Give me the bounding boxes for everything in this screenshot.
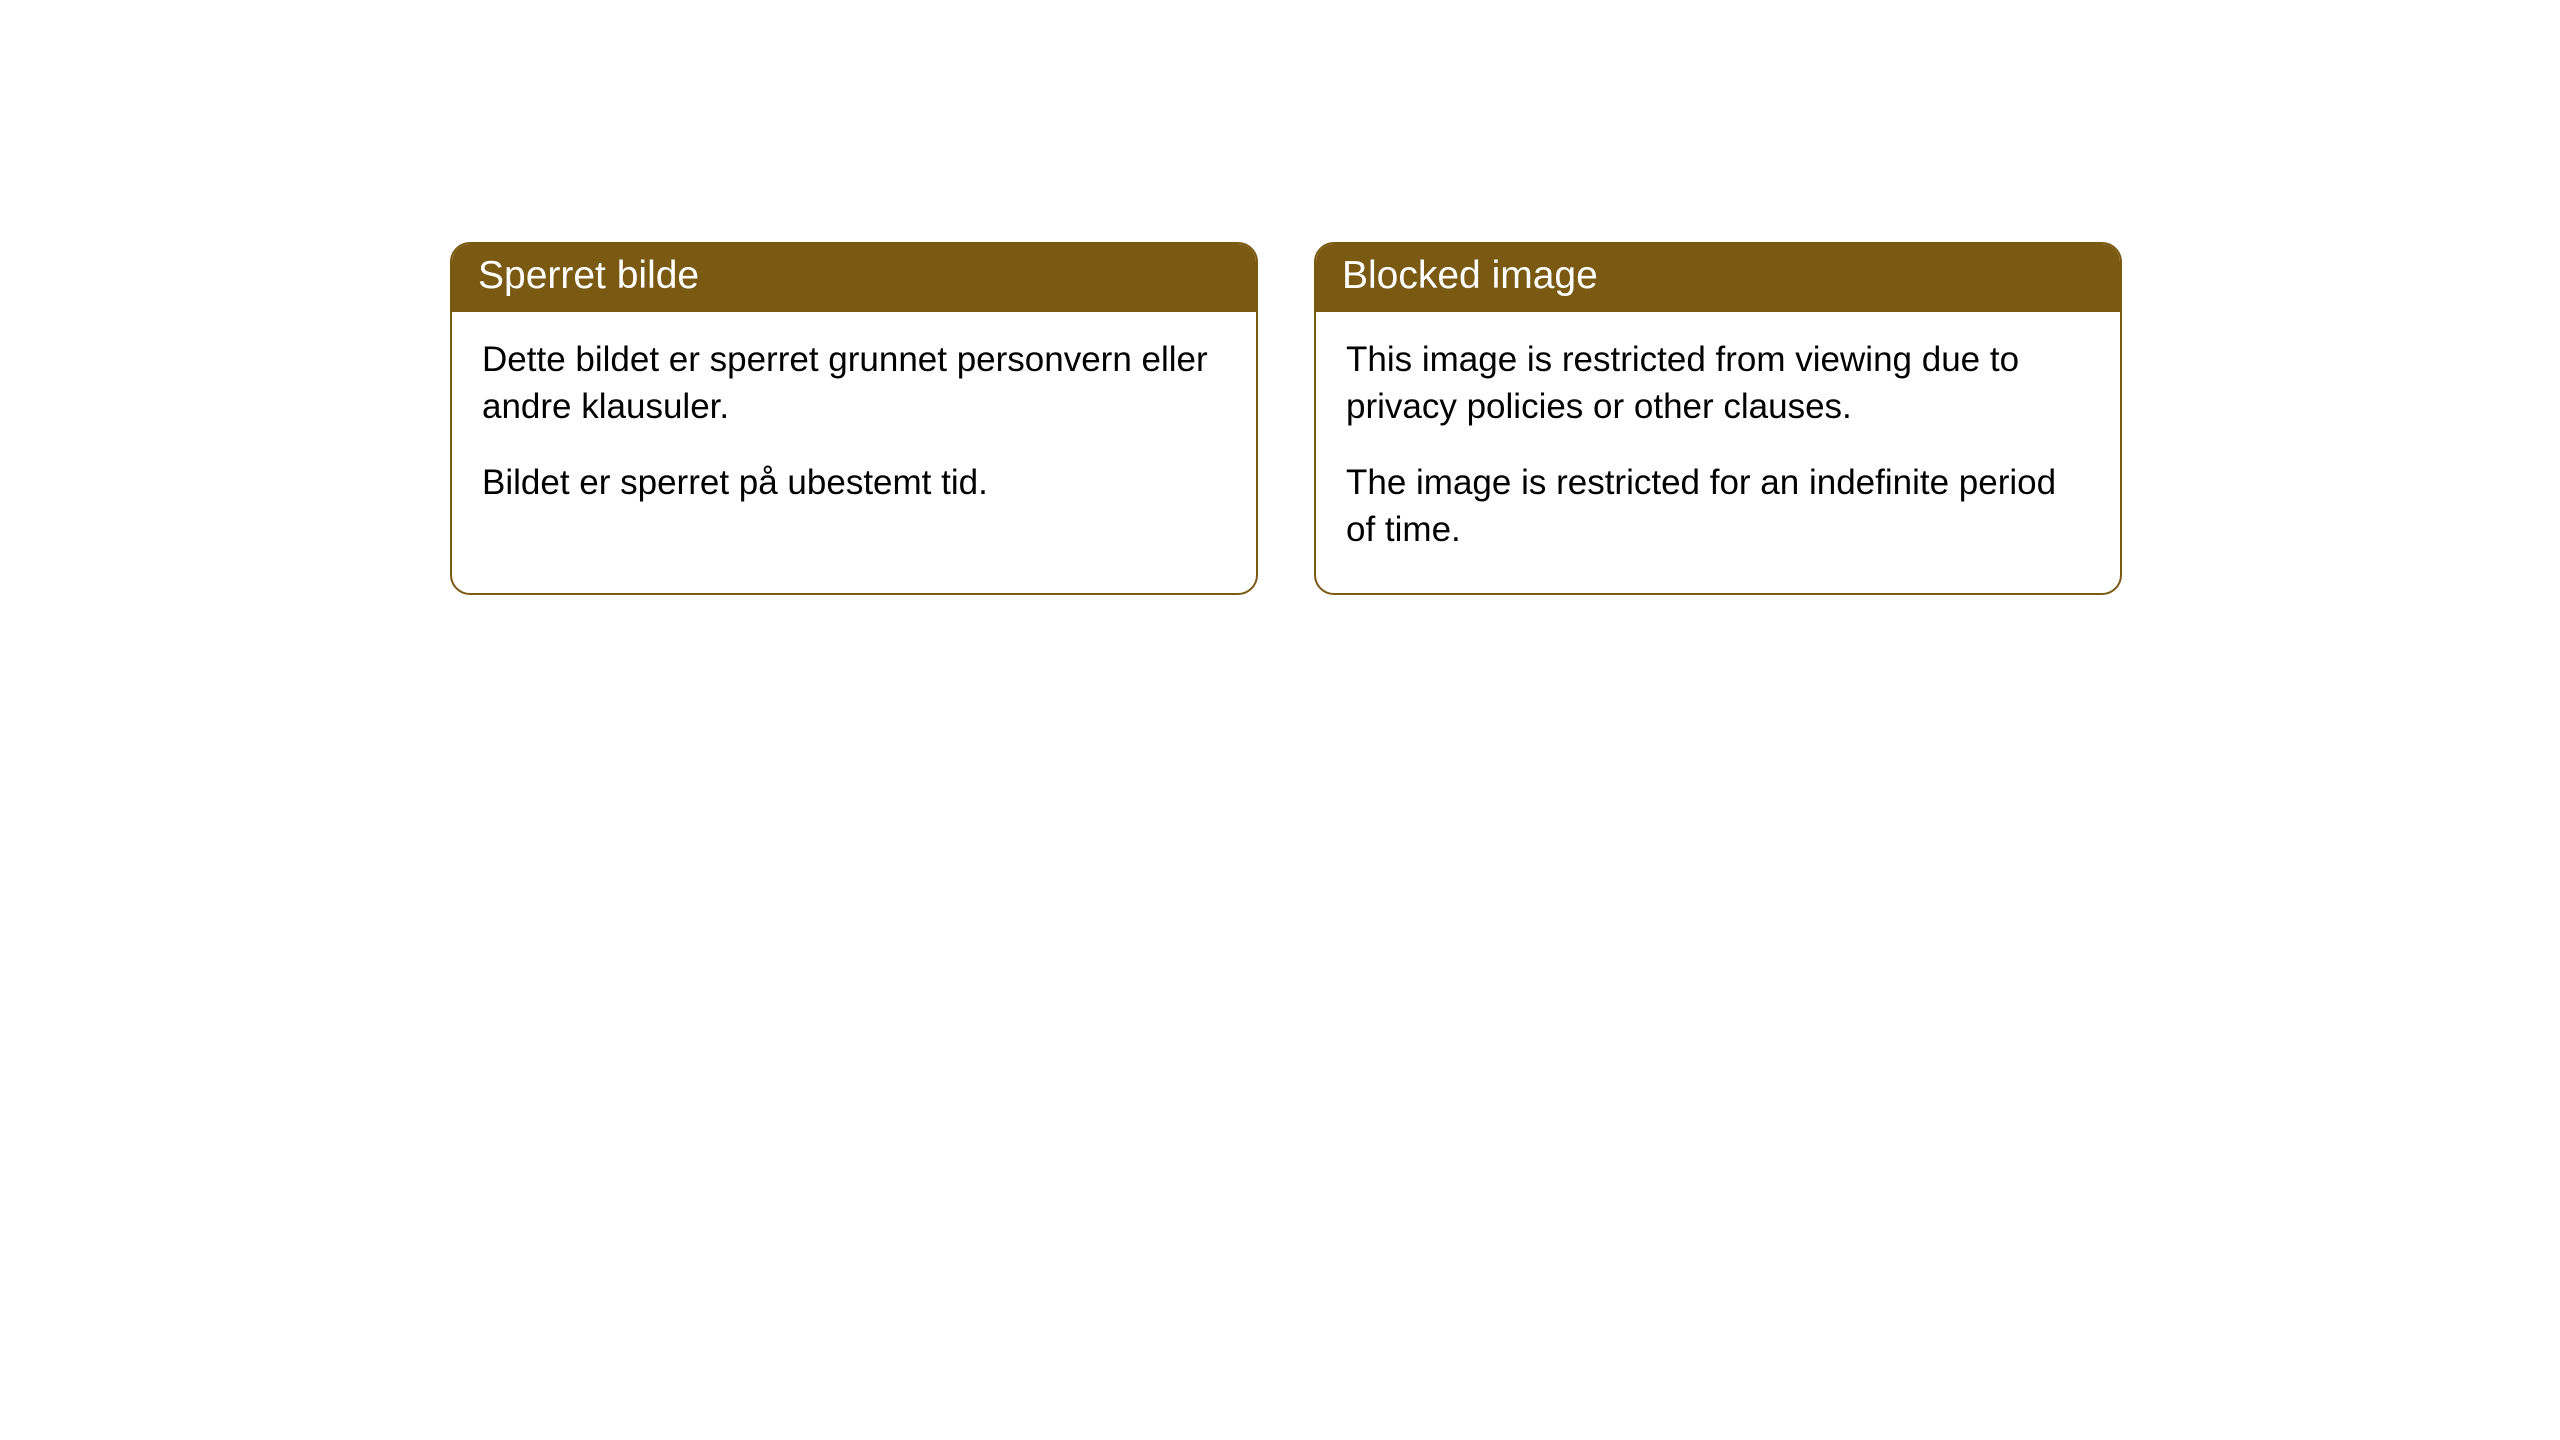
card-body: Dette bildet er sperret grunnet personve… <box>452 312 1256 546</box>
card-title: Sperret bilde <box>478 254 699 297</box>
card-body: This image is restricted from viewing du… <box>1316 312 2120 593</box>
card-paragraph: Dette bildet er sperret grunnet personve… <box>482 336 1226 431</box>
notice-card-english: Blocked image This image is restricted f… <box>1314 242 2122 595</box>
notice-cards-container: Sperret bilde Dette bildet er sperret gr… <box>450 242 2122 595</box>
card-paragraph: The image is restricted for an indefinit… <box>1346 459 2090 554</box>
card-header: Blocked image <box>1316 244 2120 312</box>
card-title: Blocked image <box>1342 254 1598 297</box>
card-paragraph: This image is restricted from viewing du… <box>1346 336 2090 431</box>
card-paragraph: Bildet er sperret på ubestemt tid. <box>482 459 1226 506</box>
card-header: Sperret bilde <box>452 244 1256 312</box>
notice-card-norwegian: Sperret bilde Dette bildet er sperret gr… <box>450 242 1258 595</box>
